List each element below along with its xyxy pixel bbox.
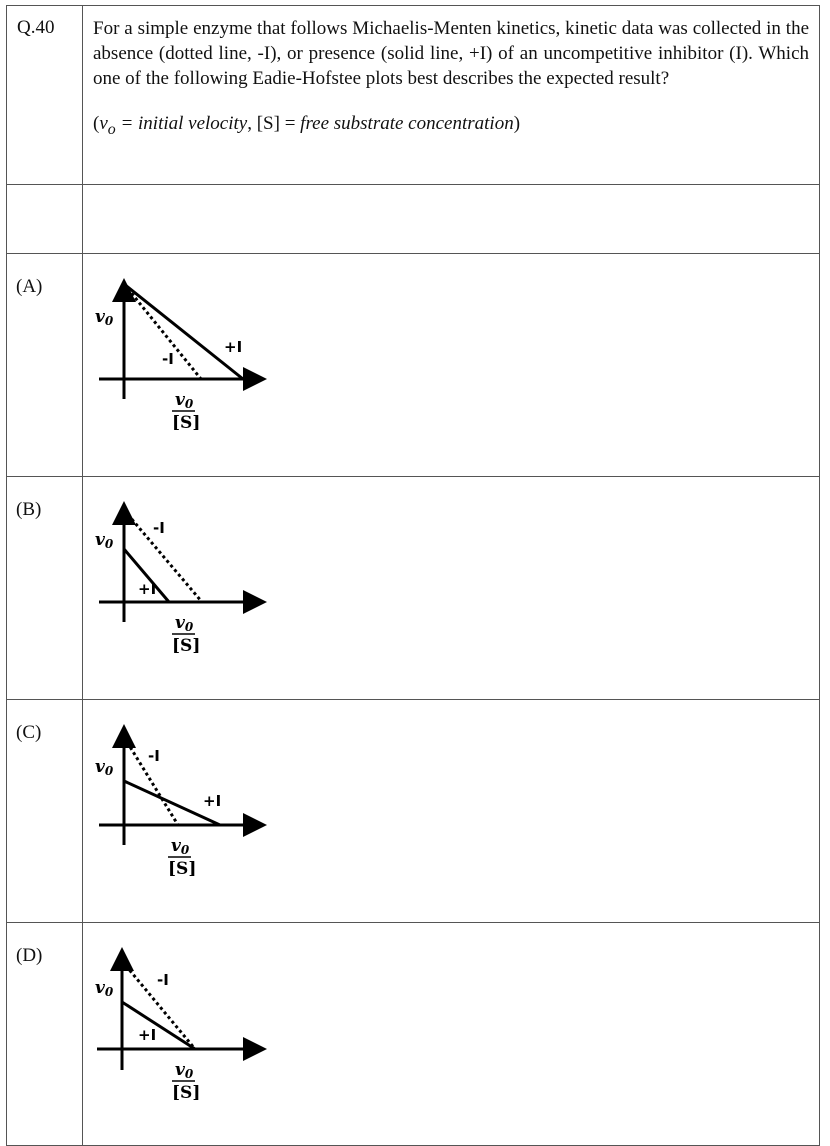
minus-i-tag: -I (157, 971, 169, 989)
plus-i-line (121, 1000, 196, 1051)
x-axis-label-denominator: [S] (172, 636, 200, 656)
x-axis-label-numerator: v0 (175, 613, 194, 634)
option-c-label-cell: (C) (6, 699, 83, 923)
option-c-label: (C) (16, 722, 42, 743)
option-c-plot: -I +I v0 v0 [S] (95, 724, 267, 879)
y-axis-label: v0 (95, 530, 114, 551)
option-d-label-cell: (D) (6, 922, 83, 1146)
x-axis-label-denominator: [S] (168, 859, 196, 879)
plus-i-line (122, 548, 171, 603)
question-number-cell: Q.40 (6, 5, 83, 185)
plus-i-tag: +I (203, 792, 221, 810)
x-axis-label-denominator: [S] (172, 1083, 200, 1103)
x-axis-label-denominator: [S] (172, 413, 200, 433)
option-a-plot-cell: -I +I v0 v0 [S] (82, 253, 820, 477)
question-table: Q.40 For a simple enzyme that follows Mi… (6, 5, 820, 1146)
option-a-label-cell: (A) (6, 253, 83, 477)
option-b-label: (B) (16, 499, 42, 520)
minus-i-tag: -I (162, 350, 174, 368)
plus-i-tag: +I (138, 580, 156, 598)
minus-i-line (122, 736, 180, 826)
minus-i-line (120, 960, 197, 1050)
question-number: Q.40 (17, 17, 55, 38)
y-axis-label: v0 (95, 307, 114, 328)
plus-i-line (123, 779, 221, 827)
option-c-plot-cell: -I +I v0 v0 [S] (82, 699, 820, 923)
minus-i-tag: -I (148, 747, 160, 765)
option-a-plot: -I +I v0 v0 [S] (95, 278, 267, 433)
question-text-cell: For a simple enzyme that follows Michael… (82, 5, 820, 185)
variable-definitions: (vo = initial velocity, [S] = free subst… (93, 113, 521, 138)
option-a-label: (A) (16, 276, 43, 297)
plus-i-line (123, 282, 244, 381)
x-axis-label-numerator: v0 (175, 390, 194, 411)
minus-i-tag: -I (153, 519, 165, 537)
plus-i-tag: +I (138, 1026, 156, 1044)
blank-cell-right (82, 184, 820, 254)
option-d-plot-cell: -I +I v0 v0 [S] (82, 922, 820, 1146)
minus-i-line (122, 283, 203, 380)
x-axis-label-numerator: v0 (175, 1060, 194, 1081)
option-b-label-cell: (B) (6, 476, 83, 700)
y-axis-label: v0 (95, 978, 114, 999)
option-b-plot-cell: -I +I v0 v0 [S] (82, 476, 820, 700)
x-axis-label-numerator: v0 (171, 836, 190, 857)
option-b-plot: -I +I v0 v0 [S] (95, 501, 267, 656)
minus-i-line (122, 509, 204, 603)
question-text: For a simple enzyme that follows Michael… (93, 18, 809, 89)
plus-i-tag: +I (224, 338, 242, 356)
blank-cell-left (6, 184, 83, 254)
option-d-label: (D) (16, 945, 43, 966)
y-axis-label: v0 (95, 757, 114, 778)
option-d-plot: -I +I v0 v0 [S] (95, 947, 267, 1103)
